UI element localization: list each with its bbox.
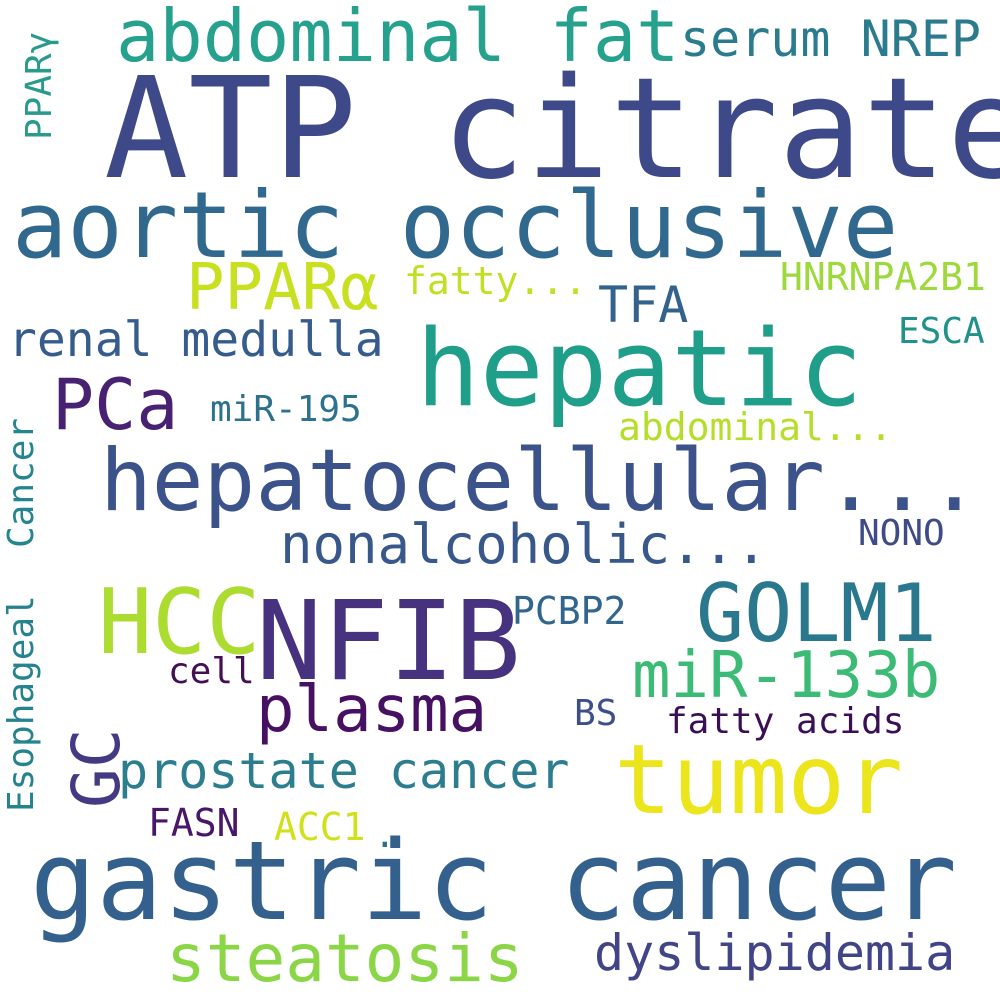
word-cancer: Cancer bbox=[1, 417, 42, 548]
word-dot: . bbox=[374, 815, 396, 856]
word-golm1: GOLM1 bbox=[696, 567, 937, 660]
word-nonalcoholic: nonalcoholic... bbox=[280, 513, 768, 576]
word-dyslipidemia: dyslipidemia bbox=[594, 924, 956, 982]
word-nono: NONO bbox=[858, 513, 945, 554]
word-prostate-cancer: prostate cancer bbox=[118, 742, 570, 800]
word-gastric-cancer: gastric cancer bbox=[30, 817, 958, 945]
word-steatosis: steatosis bbox=[166, 920, 524, 997]
word-tumor: tumor bbox=[614, 724, 903, 836]
word-atp-citrate: ATP citrate bbox=[104, 48, 1000, 211]
word-mir-195: miR-195 bbox=[210, 389, 362, 430]
word-fatty-acids: fatty acids bbox=[666, 701, 905, 742]
word-hcc: HCC bbox=[98, 570, 261, 675]
word-hepatic: hepatic bbox=[416, 307, 863, 430]
word-pca: PCa bbox=[52, 364, 179, 446]
word-hnrnpa2b1: HNRNPA2B1 bbox=[780, 255, 986, 299]
word-tfa: TFA bbox=[598, 276, 689, 334]
word-ppar-gamma: PPARγ bbox=[19, 31, 60, 140]
word-esca: ESCA bbox=[898, 311, 985, 352]
word-pcbp2: PCBP2 bbox=[512, 589, 627, 633]
word-aortic-occlusive: aortic occlusive bbox=[12, 172, 899, 279]
word-abdominal-ellipsis: abdominal... bbox=[618, 405, 893, 449]
word-mir-133b: miR-133b bbox=[632, 639, 941, 713]
word-ppar-alpha: PPARα bbox=[186, 251, 379, 325]
word-plasma: plasma bbox=[256, 673, 488, 747]
word-abdominal-fat: abdominal fat bbox=[116, 0, 680, 78]
word-fasn: FASN bbox=[148, 801, 240, 845]
word-fatty: fatty... bbox=[404, 259, 588, 303]
word-esophageal: Esophageal bbox=[1, 595, 42, 812]
word-acc1: ACC1 bbox=[274, 805, 366, 849]
word-bs: BS bbox=[574, 693, 618, 734]
word-nfib: NFIB bbox=[256, 577, 521, 705]
word-hepatocellular: hepatocellular... bbox=[100, 431, 981, 531]
word-serum-nrep: serum NREP bbox=[680, 10, 982, 68]
word-cell: cell bbox=[168, 651, 255, 692]
word-renal-medulla: renal medulla bbox=[8, 312, 384, 368]
